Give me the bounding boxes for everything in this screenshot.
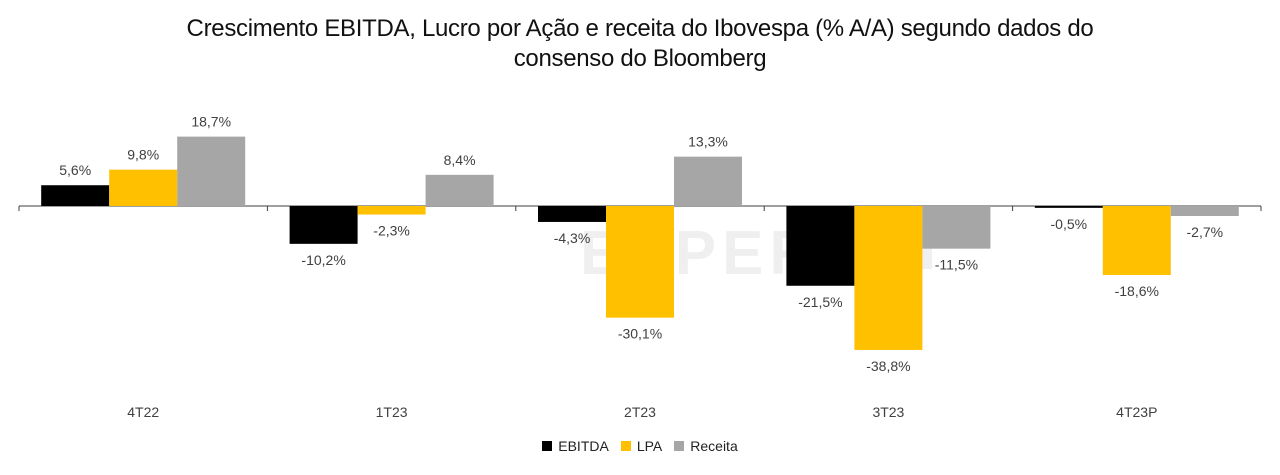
data-label-ebitda-4t22: 5,6% — [59, 162, 91, 178]
chart-title-line-1: Crescimento EBITDA, Lucro por Ação e rec… — [186, 15, 1094, 42]
data-label-receita-4t23p: -2,7% — [1187, 224, 1224, 240]
chart-title-line-2: consenso do Bloomberg — [513, 45, 767, 72]
bar-receita-3t23 — [922, 206, 991, 249]
legend-swatch-lpa — [620, 441, 631, 451]
bar-receita-2t23 — [674, 156, 742, 206]
legend-item-ebitda: EBITDA — [542, 438, 609, 454]
data-label-receita-4t22: 18,7% — [191, 114, 231, 130]
data-label-receita-2t23: 13,3% — [688, 134, 728, 150]
data-label-lpa-3t23: -38,8% — [866, 358, 910, 374]
bar-receita-4t23p — [1170, 206, 1239, 217]
data-label-lpa-1t23: -2,3% — [373, 223, 410, 239]
bar-ebitda-4t23p — [1034, 206, 1103, 208]
category-label-4t22: 4T22 — [127, 404, 159, 420]
category-label-2t23: 2T23 — [624, 404, 656, 420]
bar-lpa-3t23 — [854, 206, 923, 350]
bar-receita-1t23 — [425, 174, 494, 206]
bar-ebitda-1t23 — [289, 206, 358, 244]
bar-lpa-4t23p — [1102, 206, 1171, 276]
data-label-lpa-4t22: 9,8% — [127, 147, 159, 163]
legend-label-receita: Receita — [690, 438, 738, 454]
category-label-1t23: 1T23 — [376, 404, 408, 420]
data-label-receita-3t23: -11,5% — [935, 257, 978, 273]
legend-swatch-ebitda — [542, 441, 553, 451]
legend-label-ebitda: EBITDA — [558, 438, 609, 454]
data-label-ebitda-3t23: -21,5% — [798, 294, 842, 310]
data-label-ebitda-2t23: -4,3% — [554, 230, 591, 246]
bar-lpa-2t23 — [606, 206, 674, 318]
legend-item-lpa: LPA — [620, 438, 663, 454]
chart-title: Crescimento EBITDA, Lucro por Ação e rec… — [140, 14, 1140, 74]
bar-ebitda-2t23 — [538, 206, 606, 222]
bar-ebitda-3t23 — [786, 206, 855, 286]
legend-swatch-receita — [674, 441, 685, 451]
bar-lpa-4t22 — [109, 169, 178, 206]
chart-legend: EBITDA LPA Receita — [0, 438, 1280, 454]
data-label-ebitda-4t23p: -0,5% — [1051, 216, 1088, 232]
legend-label-lpa: LPA — [636, 438, 663, 454]
category-label-4t23p: 4T23P — [1116, 404, 1157, 420]
legend-item-receita: Receita — [674, 438, 738, 454]
bar-lpa-1t23 — [357, 206, 426, 215]
data-label-lpa-2t23: -30,1% — [618, 326, 662, 342]
bar-ebitda-4t22 — [41, 185, 110, 206]
bar-receita-4t22 — [177, 136, 246, 206]
data-label-ebitda-1t23: -10,2% — [301, 252, 345, 268]
category-label-3t23: 3T23 — [872, 404, 904, 420]
data-label-lpa-4t23p: -18,6% — [1115, 283, 1159, 299]
data-label-receita-1t23: 8,4% — [444, 152, 476, 168]
